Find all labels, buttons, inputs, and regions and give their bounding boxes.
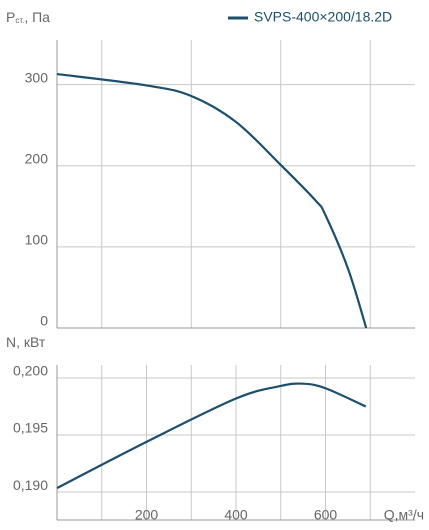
y-axis-label-part: ст. xyxy=(15,16,24,25)
y-tick-label: 300 xyxy=(25,69,49,85)
x-tick-label: 400 xyxy=(224,507,248,523)
y-axis-label-part: , Па xyxy=(24,9,50,25)
y-tick-label: 0 xyxy=(40,313,48,329)
y-axis-label: N, кВт xyxy=(6,334,46,350)
y-tick-label: 0,190 xyxy=(13,477,48,493)
y-tick-label: 0,195 xyxy=(13,420,48,436)
x-tick-label: 200 xyxy=(135,507,159,523)
x-tick-label: 600 xyxy=(314,507,338,523)
line-series xyxy=(56,382,367,490)
y-axis-label-part: P xyxy=(6,9,15,25)
y-tick-label: 0,200 xyxy=(13,363,48,379)
legend-label: SVPS-400×200/18.2D xyxy=(254,9,392,25)
y-axis-label: Pст., Па xyxy=(6,9,50,25)
y-tick-label: 100 xyxy=(25,232,49,248)
line-series xyxy=(56,72,368,329)
x-axis-label: Q,м³/ч xyxy=(384,507,424,523)
y-axis-label-part: N, кВт xyxy=(6,334,46,350)
y-tick-label: 200 xyxy=(25,150,49,166)
